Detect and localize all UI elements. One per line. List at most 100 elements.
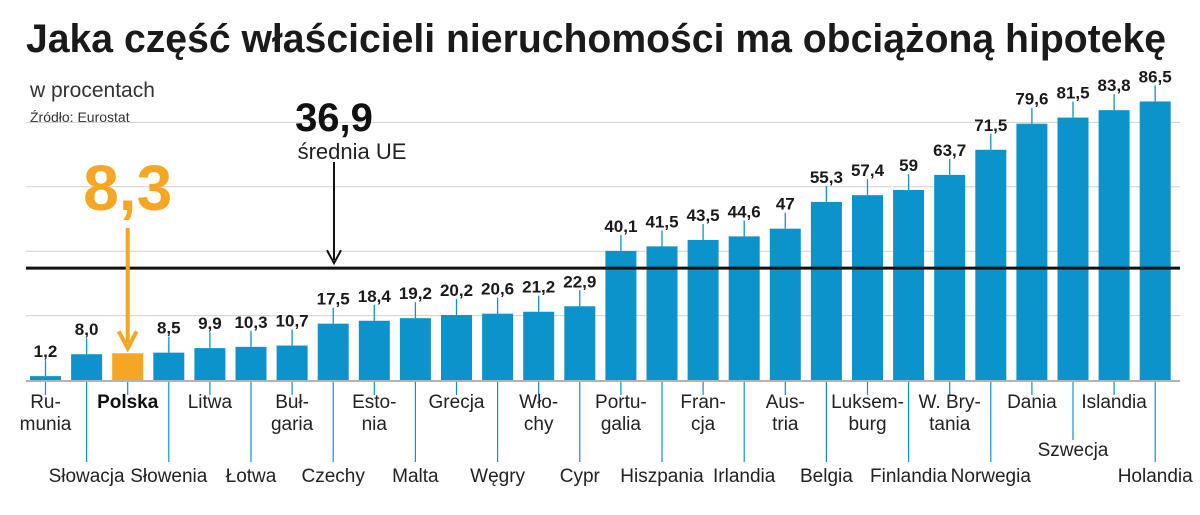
value-label: 18,4	[358, 287, 392, 306]
bar	[852, 195, 883, 380]
bar	[441, 314, 472, 380]
category-label: Wło-	[519, 392, 558, 413]
category-label: Portu-	[595, 392, 647, 413]
bar	[605, 250, 637, 380]
category-label: Finlandia	[870, 466, 948, 487]
value-label: 43,5	[687, 206, 720, 225]
bar	[769, 228, 801, 380]
category-label: Buł-	[275, 392, 309, 413]
category-label: munia	[20, 414, 72, 435]
gridlines	[26, 121, 1180, 382]
value-label: 63,7	[933, 141, 966, 160]
value-label: 44,6	[728, 202, 761, 221]
chart-source: Źródło: Eurostat	[30, 109, 130, 125]
category-label: Węgry	[470, 466, 525, 487]
category-label: Słowenia	[130, 466, 208, 487]
value-label: 83,8	[1098, 76, 1131, 95]
bar	[1016, 123, 1048, 381]
chart-subtitle: w procentach	[29, 79, 155, 102]
bar	[564, 306, 596, 380]
bar	[893, 190, 925, 380]
category-label: garia	[271, 414, 314, 435]
value-label: 40,1	[604, 217, 637, 236]
value-label: 59	[899, 156, 918, 175]
category-label: Litwa	[188, 392, 233, 413]
category-label: galia	[601, 414, 642, 435]
category-label: burg	[848, 414, 886, 435]
reference-label: średnia UE	[298, 139, 407, 164]
category-label: Holandia	[1118, 466, 1193, 487]
value-labels: 1,2 8,0 8,5 9,9 10,3 10,7 17,5 18,4 19,2 20,2 20,6…	[34, 67, 1172, 361]
category-label: nia	[362, 414, 388, 435]
value-label: 47	[776, 195, 795, 214]
category-label: Szwecja	[1038, 440, 1109, 461]
category-label: Islandia	[1081, 392, 1147, 413]
category-label: chy	[524, 414, 554, 435]
bar	[1057, 117, 1089, 380]
category-label: Słowacja	[49, 466, 125, 487]
category-label: W. Bry-	[919, 392, 981, 413]
bar	[1139, 101, 1171, 380]
category-label: Łotwa	[226, 466, 277, 487]
value-label: 8,0	[75, 320, 99, 339]
value-label: 55,3	[810, 168, 843, 187]
bar	[728, 236, 760, 380]
category-label: Malta	[392, 466, 439, 487]
bar	[482, 313, 514, 380]
value-label: 10,3	[234, 313, 267, 332]
bar	[934, 174, 966, 380]
value-label: 79,6	[1015, 90, 1048, 109]
bar	[975, 149, 1007, 380]
category-label: Czechy	[302, 466, 366, 487]
bar	[687, 239, 719, 380]
value-label: 20,2	[440, 281, 473, 300]
label-ticks	[44, 85, 1156, 462]
category-label: Hiszpania	[620, 466, 704, 487]
category-labels: Ru-munia Słowacja Polska Słowenia Litwa Łotwa…	[20, 392, 1194, 487]
category-label: Aus-	[766, 392, 805, 413]
highlight-arrowhead	[116, 330, 139, 353]
category-label: Belgia	[800, 466, 853, 487]
value-label: 71,5	[974, 116, 1007, 135]
value-label: 9,9	[198, 314, 222, 333]
value-label: 81,5	[1056, 84, 1089, 103]
value-label: 86,5	[1139, 67, 1172, 86]
category-label: cja	[691, 414, 716, 435]
bar	[810, 201, 842, 380]
bar	[194, 348, 226, 380]
category-label: Grecja	[429, 392, 485, 413]
bar	[399, 318, 431, 380]
value-label: 8,5	[157, 319, 181, 338]
bars	[30, 101, 1171, 381]
bar	[358, 320, 390, 380]
bar	[276, 345, 308, 380]
category-label: Dania	[1007, 392, 1057, 413]
bar	[235, 346, 267, 380]
value-label: 1,2	[34, 342, 58, 361]
bar	[71, 354, 103, 380]
value-label: 10,7	[276, 312, 309, 331]
category-label: Polska	[97, 392, 159, 413]
category-label: Luksem-	[831, 392, 904, 413]
bar	[153, 352, 185, 380]
category-label: Norwegia	[951, 466, 1032, 487]
category-label: tria	[772, 414, 799, 435]
category-label: Irlandia	[713, 466, 776, 487]
value-label: 20,6	[481, 280, 514, 299]
category-label: tania	[929, 414, 971, 435]
reference-arrowhead	[326, 249, 342, 266]
category-label: Ru-	[30, 392, 61, 413]
bar	[1098, 110, 1130, 380]
value-label: 41,5	[645, 212, 678, 231]
value-label: 57,4	[851, 161, 885, 180]
category-label: Fran-	[680, 392, 725, 413]
chart-title: Jaka część właścicieli nieruchomości ma …	[26, 17, 1166, 61]
value-label: 19,2	[399, 284, 432, 303]
value-label: 17,5	[317, 290, 350, 309]
highlight-value: 8,3	[83, 152, 172, 224]
category-label: Esto-	[352, 392, 396, 413]
bar	[317, 323, 349, 380]
bar	[112, 353, 144, 380]
